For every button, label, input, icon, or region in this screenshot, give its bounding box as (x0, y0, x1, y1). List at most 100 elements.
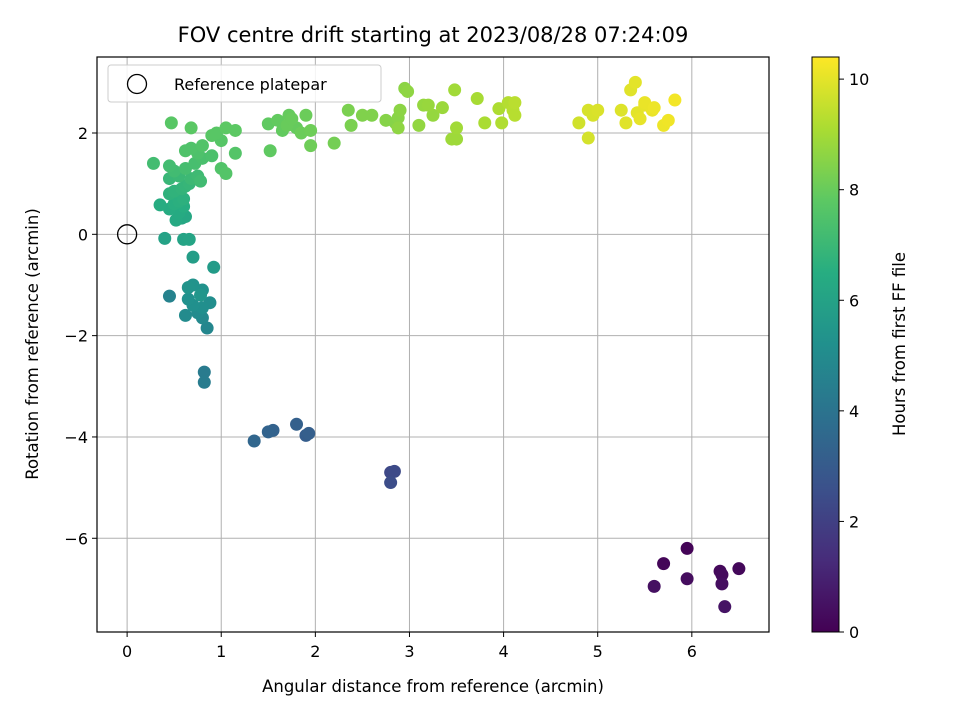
x-tick-label: 1 (216, 642, 226, 661)
data-point (384, 476, 398, 490)
data-point (581, 131, 595, 145)
data-point (391, 121, 405, 135)
data-point (412, 118, 426, 132)
data-point (304, 123, 318, 137)
colorbar-tick-label: 0 (849, 623, 859, 642)
data-point (344, 118, 358, 132)
data-point (661, 113, 675, 127)
data-point (184, 121, 198, 135)
data-point (401, 84, 415, 98)
data-point (181, 292, 195, 306)
data-point (195, 139, 209, 153)
chart-title: FOV centre drift starting at 2023/08/28 … (178, 23, 689, 47)
data-point (162, 159, 176, 173)
colorbar-tick-label: 6 (849, 291, 859, 310)
data-point (261, 425, 275, 439)
data-point (184, 141, 198, 155)
data-point (197, 365, 211, 379)
data-point (508, 96, 522, 110)
x-tick-label: 2 (310, 642, 320, 661)
data-point (299, 108, 313, 122)
y-tick-label: −4 (64, 428, 88, 447)
data-point (207, 260, 221, 274)
y-tick-label: 2 (78, 124, 88, 143)
data-point (448, 83, 462, 97)
data-point (194, 288, 208, 302)
data-point (508, 108, 522, 122)
data-point (435, 101, 449, 115)
data-point (194, 174, 208, 188)
data-point (219, 167, 233, 181)
x-tick-label: 0 (122, 642, 132, 661)
legend-marker-icon (126, 73, 148, 95)
data-point (426, 108, 440, 122)
x-axis: 0 1 2 3 4 5 6 (122, 632, 697, 661)
data-point (290, 417, 304, 431)
y-axis-title: Rotation from reference (arcmin) (23, 208, 42, 480)
data-point (146, 156, 160, 170)
colorbar-title: Hours from first FF file (890, 252, 909, 436)
data-point (421, 98, 435, 112)
data-point (158, 231, 172, 245)
data-point (164, 116, 178, 130)
reference-marker (116, 224, 138, 245)
colorbar-tick-label: 8 (849, 181, 859, 200)
data-point (628, 75, 642, 89)
data-point (668, 93, 682, 107)
data-point (619, 116, 633, 130)
data-point (153, 198, 167, 212)
data-point (341, 103, 355, 117)
colorbar-ticks: 0 2 4 6 8 10 (839, 70, 869, 642)
data-point (732, 562, 746, 576)
x-tick-label: 5 (593, 642, 603, 661)
x-tick-label: 4 (498, 642, 508, 661)
data-point (393, 103, 407, 117)
y-tick-label: −6 (64, 529, 88, 548)
x-tick-label: 6 (687, 642, 697, 661)
colorbar-tick-label: 2 (849, 512, 859, 531)
data-point (285, 112, 299, 126)
data-point (718, 600, 732, 614)
data-point (247, 434, 261, 448)
colorbar (811, 56, 840, 633)
data-point (387, 464, 401, 478)
plot-frame (96, 56, 770, 633)
data-point (591, 103, 605, 117)
data-point (205, 149, 219, 163)
x-axis-title: Angular distance from reference (arcmin) (262, 677, 604, 696)
data-point (647, 579, 661, 593)
data-point (200, 321, 214, 335)
data-point (633, 112, 647, 126)
data-point (355, 108, 369, 122)
data-point (365, 108, 379, 122)
data-point (228, 146, 242, 160)
data-point (162, 289, 176, 303)
x-tick-label: 3 (404, 642, 414, 661)
data-point (495, 116, 509, 130)
y-tick-label: 0 (78, 225, 88, 244)
data-point (572, 116, 586, 130)
data-point (181, 281, 195, 295)
colorbar-tick-label: 10 (849, 70, 869, 89)
data-point (680, 541, 694, 555)
data-point (715, 577, 729, 591)
data-point (657, 557, 671, 571)
data-point (450, 121, 464, 135)
data-point (680, 572, 694, 586)
data-point (197, 375, 211, 389)
data-point (228, 123, 242, 137)
data-point (715, 568, 729, 582)
colorbar-tick-label: 4 (849, 402, 859, 421)
data-point (302, 426, 316, 440)
data-point (492, 102, 506, 116)
legend-label: Reference platepar (174, 75, 327, 94)
data-point (182, 232, 196, 246)
data-point (470, 92, 484, 106)
data-point (177, 192, 191, 206)
data-point (647, 101, 661, 115)
data-point (304, 139, 318, 153)
y-axis: −6 −4 −2 0 2 (64, 124, 97, 548)
data-point (450, 132, 464, 146)
data-point (478, 116, 492, 130)
